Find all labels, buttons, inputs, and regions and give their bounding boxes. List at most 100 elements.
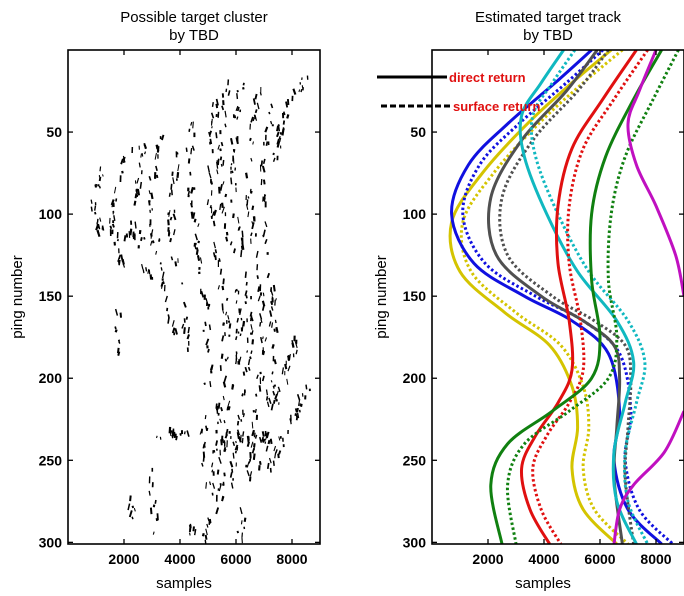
detection-point — [136, 194, 139, 197]
detection-point — [250, 238, 252, 244]
detection-point — [201, 462, 204, 467]
detection-point — [264, 441, 267, 445]
detection-point — [219, 268, 223, 275]
detection-point — [217, 260, 219, 267]
detection-point — [240, 317, 243, 321]
detection-point — [205, 482, 208, 489]
detection-point — [169, 216, 173, 221]
detection-point — [237, 226, 241, 231]
detection-point — [230, 163, 233, 166]
detection-point — [216, 469, 220, 475]
detection-point — [211, 469, 214, 473]
detection-point — [264, 238, 268, 245]
detection-point — [160, 267, 163, 271]
detection-point — [186, 334, 190, 340]
detection-point — [256, 102, 260, 110]
detection-point — [204, 534, 208, 540]
detection-point — [222, 310, 225, 314]
detection-point — [140, 170, 143, 175]
detection-point — [206, 345, 209, 349]
detection-point — [249, 137, 252, 142]
detection-point — [275, 326, 279, 334]
detection-point — [295, 349, 298, 355]
detection-point — [195, 249, 199, 255]
detection-point — [261, 349, 265, 355]
detection-point — [211, 211, 215, 217]
y-axis-label: ping number — [9, 255, 26, 338]
detection-point — [210, 190, 213, 196]
detection-point — [272, 460, 275, 466]
detection-point — [131, 505, 135, 509]
detection-point — [270, 380, 273, 383]
detection-point — [236, 317, 239, 323]
detection-point — [214, 249, 218, 254]
detection-point — [246, 435, 250, 443]
detection-point — [135, 189, 139, 195]
detection-point — [132, 231, 135, 238]
detection-point — [296, 394, 301, 401]
detection-point — [220, 141, 224, 147]
detection-point — [141, 263, 144, 270]
detection-point — [262, 438, 266, 443]
detection-point — [240, 327, 243, 332]
detection-point — [221, 105, 225, 111]
detection-point — [217, 158, 220, 166]
detection-point — [216, 160, 218, 163]
detection-point — [308, 388, 311, 392]
detection-point — [230, 137, 234, 145]
detection-point — [118, 259, 121, 266]
detection-point — [156, 513, 159, 521]
detection-point — [274, 299, 276, 306]
detection-point — [241, 437, 244, 444]
detection-point — [207, 517, 210, 522]
detection-point — [270, 403, 274, 411]
detection-point — [117, 351, 121, 356]
detection-point — [249, 451, 252, 458]
detection-point — [244, 389, 246, 393]
detection-point — [265, 389, 269, 396]
detection-point — [117, 256, 121, 262]
detection-point — [245, 195, 247, 201]
detection-point — [190, 148, 193, 155]
detection-point — [133, 200, 137, 206]
detection-point — [112, 220, 115, 223]
detection-point — [246, 350, 249, 353]
detection-point — [242, 413, 246, 418]
detection-point — [209, 381, 212, 388]
detection-point — [168, 192, 171, 197]
detection-point — [290, 418, 292, 425]
detection-point — [215, 494, 218, 502]
detection-point — [247, 359, 251, 366]
y-tick-label: 150 — [39, 288, 63, 304]
detection-point — [167, 212, 170, 216]
detection-point — [257, 295, 261, 302]
detection-point — [159, 262, 162, 265]
detection-point — [249, 123, 251, 130]
detection-point — [229, 472, 233, 478]
detection-point — [138, 145, 140, 150]
detection-point — [207, 348, 210, 353]
detection-point — [237, 216, 240, 224]
detection-point — [148, 190, 151, 195]
detection-point — [265, 396, 269, 401]
detection-point — [209, 138, 213, 145]
detection-point — [264, 431, 269, 439]
detection-point — [148, 490, 151, 496]
detection-point — [280, 145, 282, 149]
legend-label-1: direct return — [449, 70, 526, 85]
detection-point — [209, 370, 213, 374]
detection-point — [190, 186, 195, 194]
detection-point — [159, 436, 162, 440]
y-tick-label: 50 — [410, 124, 426, 140]
detection-point — [225, 88, 228, 93]
detection-point — [187, 187, 190, 192]
detection-point — [221, 495, 224, 502]
detection-point — [244, 301, 247, 305]
detection-point — [240, 419, 243, 422]
detection-point — [204, 539, 207, 544]
detection-point — [236, 116, 239, 120]
detection-point — [217, 285, 220, 290]
detection-point — [264, 434, 268, 441]
detection-point — [206, 302, 208, 307]
detection-point — [223, 441, 226, 447]
